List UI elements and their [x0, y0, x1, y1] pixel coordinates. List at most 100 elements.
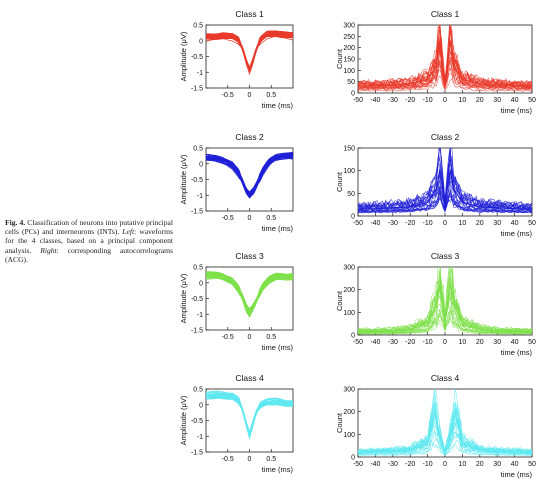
panel-0-trace	[206, 35, 293, 72]
panel-7-xtick-label: 10	[459, 461, 467, 468]
panel-0-ytick-label: 0.5	[193, 23, 203, 30]
panel-7-xtick-label: 20	[476, 461, 484, 468]
panel-2-xtick-label: 0.5	[266, 215, 276, 222]
panel-3-xtick-label: 10	[459, 220, 467, 227]
panel-5-xtick-label: -10	[423, 339, 433, 346]
panel-5-xlabel: time (ms)	[501, 348, 533, 357]
panel-3: Class 2 -50 -40 -30 -20 -10 0 10 20 30 40 50 0 50 100 1…	[335, 132, 536, 238]
panel-4-trace	[206, 277, 293, 314]
panel-4-xtick-label: -0.5	[222, 334, 234, 341]
panel-1-xtick-label: -20	[405, 97, 415, 104]
panel-3-mean-line	[358, 170, 532, 210]
panel-1-xtick-label: -10	[423, 97, 433, 104]
panel-7-trace	[358, 389, 532, 453]
panel-7-trace	[358, 416, 532, 454]
panel-5-xtick-label: -30	[388, 339, 398, 346]
panel-3-xtick-label: -10	[423, 220, 433, 227]
panel-5-ytick-label: 100	[343, 310, 355, 317]
panel-5-trace	[358, 267, 532, 331]
panel-5-series	[358, 267, 532, 335]
panel-3-xlabel: time (ms)	[501, 229, 533, 238]
panel-5-ylabel: Count	[335, 290, 344, 311]
panel-0-ytick-label: -1.5	[191, 86, 203, 93]
panel-5-title: Class 3	[431, 251, 460, 261]
panel-4-ytick-label: 0	[199, 280, 203, 287]
panel-6-title: Class 4	[235, 373, 264, 383]
panel-0: Class 1 -0.5 0 0.5 0.5 0 -0.5 -1 -1.5 time (ms) Am…	[179, 9, 293, 110]
panel-3-ytick-label: 150	[343, 146, 355, 153]
panel-5-mean-line	[358, 284, 532, 333]
panel-3-ytick-label: 100	[343, 168, 355, 175]
panel-7-xlabel: time (ms)	[501, 470, 533, 479]
panel-0-xtick-label: 0	[248, 92, 252, 99]
panel-2-ytick-label: 0.5	[193, 146, 203, 153]
panel-2-xlabel: time (ms)	[262, 224, 294, 233]
panel-5-xtick-label: -20	[405, 339, 415, 346]
panel-1-ytick-label: 100	[343, 68, 355, 75]
panel-5-xtick-label: -50	[353, 339, 363, 346]
panel-1-xlabel: time (ms)	[501, 106, 533, 115]
panel-0-trace	[206, 35, 293, 71]
panel-4-ytick-label: -0.5	[191, 296, 203, 303]
panel-7-xtick-label: -30	[388, 461, 398, 468]
panel-4-ylabel: Amplitude (μV)	[179, 273, 188, 323]
panel-4-trace	[206, 275, 293, 312]
panel-7-xtick-label: 0	[443, 461, 447, 468]
panel-6-ytick-label: 0.5	[193, 387, 203, 394]
panel-1-xtick-label: -50	[353, 97, 363, 104]
panel-4-title: Class 3	[235, 251, 264, 261]
panel-1-trace	[358, 25, 532, 86]
panel-3-xtick-label: 40	[511, 220, 519, 227]
panel-1-mean-line	[358, 40, 532, 87]
panel-4-ytick-label: -1	[197, 312, 203, 319]
panel-1-xtick-label: 0	[443, 97, 447, 104]
panel-7-trace	[358, 389, 532, 452]
panel-4-trace	[206, 275, 293, 314]
panel-4-trace	[206, 276, 293, 313]
panel-2-ytick-label: 0	[199, 161, 203, 168]
panel-5-trace	[358, 282, 532, 334]
panel-5-xtick-label: 0	[443, 339, 447, 346]
panel-4: Class 3 -0.5 0 0.5 0.5 0 -0.5 -1 -1.5 time (ms) Am…	[179, 251, 293, 352]
caption-text-1: Classification of neurons into putative …	[5, 218, 173, 237]
panel-1-trace	[358, 57, 532, 91]
panel-4-trace	[206, 272, 293, 311]
panel-7-trace	[358, 401, 532, 454]
panel-7-ytick-label: 200	[343, 409, 355, 416]
panel-7-title: Class 4	[431, 373, 460, 383]
panel-3-xtick-label: 30	[493, 220, 501, 227]
panel-0-trace	[206, 35, 293, 71]
panel-3-xtick-label: -50	[353, 220, 363, 227]
panel-7-trace	[358, 403, 532, 453]
panel-4-xtick-label: 0	[248, 334, 252, 341]
panel-7-trace	[358, 403, 532, 453]
panel-5-trace	[358, 310, 532, 335]
panel-7-xtick-label: -10	[423, 461, 433, 468]
panel-2-trace	[206, 152, 293, 194]
panel-4-mean-line	[206, 274, 293, 315]
panel-0-trace	[206, 35, 293, 72]
panel-0-ytick-label: -0.5	[191, 54, 203, 61]
panel-1-trace	[358, 69, 532, 91]
panel-4-ytick-label: -1.5	[191, 328, 203, 335]
panel-7-trace	[358, 433, 532, 456]
panel-6: Class 4 -0.5 0 0.5 0.5 0 -0.5 -1 -1.5 time (ms) Am…	[179, 373, 293, 474]
panel-0-trace	[206, 33, 293, 72]
panel-0-title: Class 1	[235, 9, 264, 19]
panel-4-trace	[206, 276, 293, 318]
panel-2-ytick-label: -1.5	[191, 209, 203, 216]
panel-4-trace	[206, 275, 293, 314]
panel-0-ytick-label: 0	[199, 38, 203, 45]
panel-1-title: Class 1	[431, 9, 460, 19]
panel-7-trace	[358, 401, 532, 453]
panel-4-xtick-label: 0.5	[266, 334, 276, 341]
panel-3-trace	[358, 156, 532, 210]
panel-2-ytick-label: -1	[197, 193, 203, 200]
panel-3-xtick-label: 0	[443, 220, 447, 227]
panel-1-ytick-label: 300	[343, 23, 355, 30]
panel-7-xtick-label: 50	[528, 461, 536, 468]
panel-3-xtick-label: 20	[476, 220, 484, 227]
panel-0-ylabel: Amplitude (μV)	[179, 31, 188, 81]
panel-2: Class 2 -0.5 0 0.5 0.5 0 -0.5 -1 -1.5 time (ms) Am…	[179, 132, 293, 233]
panel-2-trace	[206, 157, 293, 198]
